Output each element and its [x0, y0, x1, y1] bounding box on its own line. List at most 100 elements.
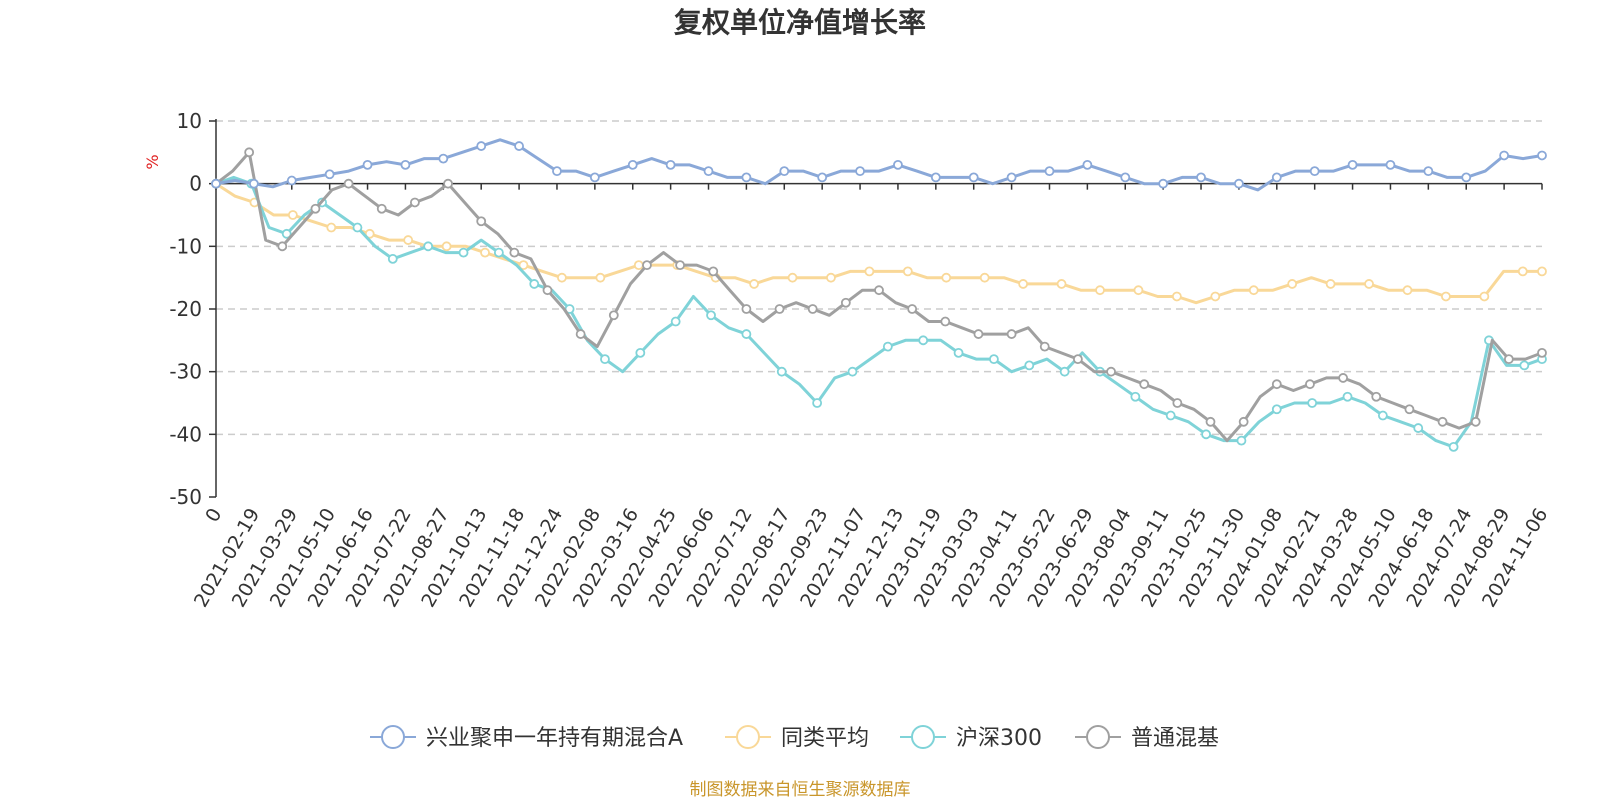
series-point: [826, 272, 836, 283]
series-point: [277, 241, 288, 252]
series-point: [542, 285, 553, 296]
series-point: [211, 178, 221, 189]
series-lines: [211, 138, 1547, 452]
y-tick-label: -10: [169, 234, 202, 258]
series-point: [1059, 366, 1070, 377]
series-point: [343, 178, 354, 189]
series-point: [741, 304, 752, 314]
series-point: [1479, 291, 1490, 302]
series-point: [907, 304, 918, 314]
series-point: [1404, 404, 1415, 415]
series-point: [1448, 441, 1459, 452]
series-point: [557, 272, 567, 283]
series-point: [1537, 150, 1547, 161]
series-point: [387, 253, 398, 264]
series-point: [423, 241, 434, 252]
series-point: [493, 247, 504, 258]
series-point: [779, 166, 790, 177]
series-point: [1338, 373, 1348, 383]
legend-marker: [736, 725, 760, 749]
series-point: [1499, 150, 1510, 161]
legend: 兴业聚申一年持有期混合A 同类平均 沪深300 普通混基: [370, 725, 1219, 751]
x-origin-label: 0: [201, 505, 226, 526]
series-point: [608, 310, 619, 321]
series-point: [529, 279, 540, 289]
series-point: [627, 159, 638, 170]
series-point: [703, 166, 714, 177]
series-point: [1287, 279, 1298, 289]
data-source-note: 制图数据来自恒生聚源数据库: [690, 780, 911, 800]
series-point: [441, 241, 452, 252]
series-point: [675, 260, 685, 271]
series-point: [1236, 435, 1247, 446]
series-point: [1165, 410, 1176, 421]
series-point: [1441, 291, 1451, 302]
series-point: [776, 366, 787, 377]
series-point: [352, 222, 363, 233]
series-point: [1234, 178, 1244, 189]
series-point: [1024, 360, 1035, 371]
series-point: [864, 266, 875, 277]
series-point: [1347, 159, 1358, 170]
series-point: [807, 304, 818, 314]
series-point: [403, 235, 414, 245]
series-point: [1371, 391, 1382, 402]
series-point: [855, 166, 865, 177]
series-line-1: [214, 182, 1544, 305]
y-tick-label: 10: [177, 109, 202, 133]
series-point: [362, 159, 373, 170]
series-point: [518, 260, 529, 271]
series-point: [1238, 416, 1249, 427]
legend-label: 同类平均: [781, 726, 869, 751]
series-point: [1437, 416, 1448, 427]
series-point: [882, 341, 893, 352]
series-point: [1082, 159, 1093, 170]
series-line-0: [214, 138, 1544, 192]
series-point: [281, 228, 292, 239]
series-point: [376, 203, 387, 214]
series-point: [1537, 266, 1547, 277]
series-point: [741, 172, 752, 183]
series-point: [1039, 341, 1050, 352]
series-point: [1271, 404, 1282, 415]
series-point: [324, 169, 335, 180]
series-point: [1044, 166, 1055, 177]
series-point: [918, 335, 929, 346]
series-point: [480, 247, 490, 258]
series-point: [1133, 285, 1144, 296]
series-point: [1461, 172, 1472, 183]
series-point: [600, 354, 610, 365]
series-point: [1205, 416, 1216, 427]
series-point: [840, 297, 851, 308]
series-point: [458, 247, 469, 258]
series-point: [1006, 329, 1017, 339]
series-point: [1271, 172, 1282, 183]
series-point: [902, 266, 913, 277]
legend-label: 兴业聚申一年持有期混合A: [426, 726, 683, 751]
axes: [215, 119, 1542, 497]
series-point: [1503, 354, 1514, 365]
series-point: [1342, 391, 1353, 402]
series-point: [364, 228, 375, 239]
series-point: [509, 247, 520, 258]
series-point: [1106, 366, 1116, 377]
y-tick-label: -20: [169, 297, 202, 321]
series-point: [953, 347, 964, 358]
series-point: [1537, 347, 1547, 358]
series-point: [979, 272, 990, 283]
series-point: [1325, 279, 1336, 289]
series-point: [1171, 291, 1182, 302]
legend-item: 沪深300: [900, 725, 1042, 751]
series-point: [476, 216, 487, 227]
series-point: [552, 166, 562, 177]
y-axis-ticks: 10 0 -10 -20 -30 -40 -50: [169, 109, 216, 509]
series-point: [1305, 379, 1315, 390]
series-point: [1470, 416, 1481, 427]
series-point: [1095, 285, 1105, 296]
series-point: [940, 316, 951, 327]
legend-item: 兴业聚申一年持有期混合A: [370, 725, 683, 751]
series-point: [443, 178, 453, 189]
chart-title: 复权单位净值增长率: [674, 6, 926, 39]
series-point: [1402, 285, 1413, 296]
